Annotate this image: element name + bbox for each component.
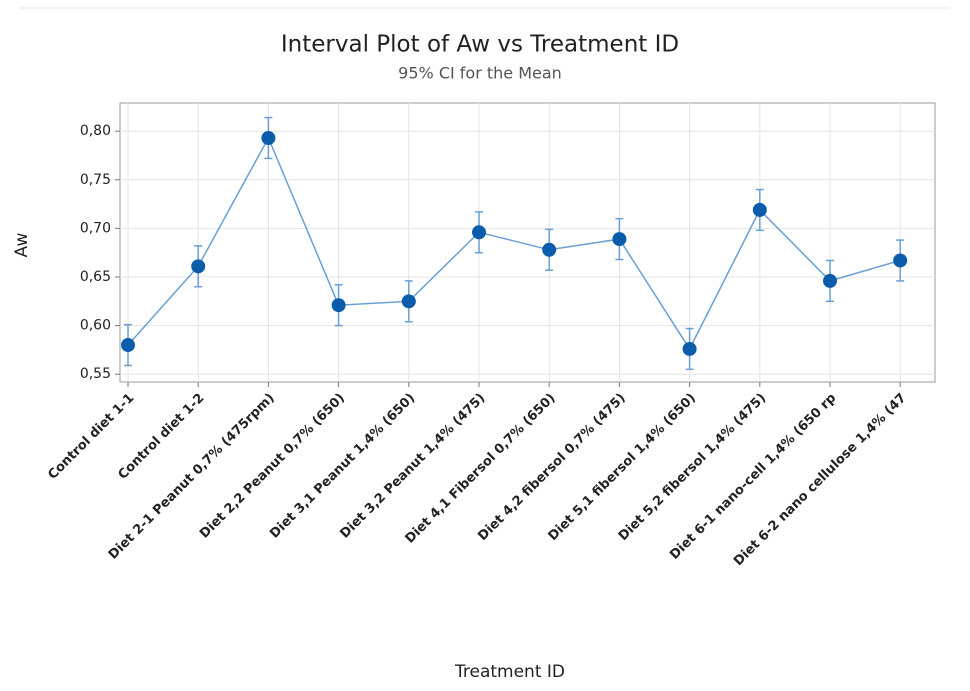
- mean-marker: [191, 259, 206, 274]
- mean-marker: [401, 294, 416, 309]
- y-tick-label: 0,55: [80, 366, 111, 382]
- mean-marker: [752, 202, 767, 217]
- x-tick-label: Diet 4,1 Fibersol 0,7% (650): [403, 391, 559, 547]
- x-tick-label: Diet 2,2 Peanut 0,7% (650): [197, 391, 348, 542]
- y-tick-label: 0,60: [80, 318, 111, 334]
- x-axis-label: Treatment ID: [454, 662, 565, 682]
- x-tick-label: Diet 3,1 Peanut 1,4% (650): [267, 391, 418, 542]
- x-tick-label: Diet 5,2 fibersol 1,4% (475): [616, 391, 769, 544]
- mean-line: [127, 136, 901, 351]
- mean-marker: [893, 253, 908, 268]
- mean-marker: [261, 130, 276, 145]
- mean-marker: [823, 273, 837, 288]
- mean-marker: [331, 298, 346, 313]
- y-tick-label: 0,70: [80, 220, 111, 236]
- mean-marker: [612, 232, 627, 247]
- mean-marker: [121, 338, 135, 353]
- x-tick-label: Diet 3,2 Peanut 1,4% (475): [337, 391, 488, 542]
- mean-marker: [472, 225, 486, 240]
- y-axis-label: Aw: [12, 232, 32, 257]
- mean-marker: [682, 341, 697, 356]
- y-tick-label: 0,65: [80, 269, 111, 285]
- chart-title: Interval Plot of Aw vs Treatment ID: [281, 32, 679, 58]
- x-tick-label: Diet 5,1 fibersol 1,4% (650): [546, 391, 699, 544]
- x-tick-label: Diet 4,2 fibersol 0,7% (475): [475, 391, 628, 544]
- plot-frame: [119, 102, 936, 383]
- mean-marker: [542, 242, 557, 257]
- y-tick-label: 0,80: [80, 123, 111, 139]
- chart-subtitle: 95% CI for the Mean: [398, 64, 562, 83]
- y-tick-label: 0,75: [80, 172, 111, 188]
